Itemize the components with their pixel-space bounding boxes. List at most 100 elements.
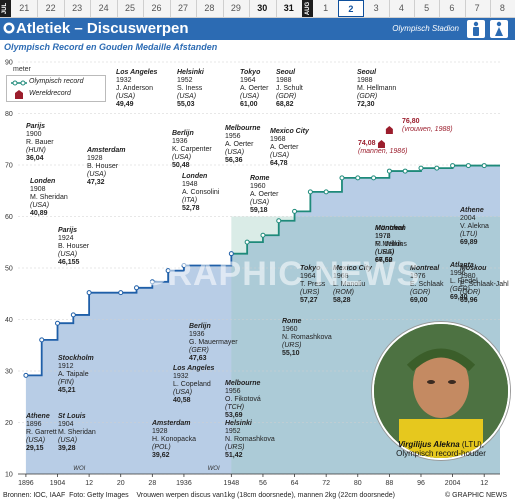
record-point bbox=[23, 372, 29, 378]
women-distance: 69,96 bbox=[460, 297, 478, 304]
day-25[interactable]: 25 bbox=[117, 0, 145, 17]
men-distance: 69,89 bbox=[460, 239, 478, 246]
world-record-marker bbox=[377, 139, 385, 148]
x-tick-label: 1904 bbox=[50, 480, 66, 487]
women-annotation: München 1972 F. Melnik (URS) 66,62 bbox=[375, 225, 406, 265]
y-tick-label: 90 bbox=[5, 60, 13, 67]
x-tick-label: 80 bbox=[354, 480, 362, 487]
record-point bbox=[292, 208, 298, 214]
men-annotation: Berlijn 1936 K. Carpenter (USA) 50,48 bbox=[172, 130, 212, 170]
women-city: Los Angeles bbox=[173, 365, 215, 372]
women-distance: 72,30 bbox=[357, 101, 375, 108]
y-tick-label: 10 bbox=[5, 472, 13, 479]
women-country: (GDR) bbox=[410, 289, 431, 296]
men-city: Helsinki bbox=[177, 69, 204, 76]
day-5[interactable]: 5 bbox=[414, 0, 441, 17]
men-country: (USA) bbox=[225, 149, 245, 156]
men-annotation: Athene 2004 V. Alekna (LTU) 69,89 bbox=[460, 207, 489, 247]
day-4[interactable]: 4 bbox=[389, 0, 415, 17]
day-3[interactable]: 3 bbox=[364, 0, 390, 17]
month-label-jul: JUL bbox=[0, 0, 11, 17]
women-athlete: N. Romashkova bbox=[282, 334, 332, 341]
date-strip: JUL 21 22 23 24 25 26 27 28 29 30 31 1 2 3 4 5 6 7 8 AUG bbox=[0, 0, 515, 18]
world-record-value: 74,08 bbox=[358, 140, 376, 147]
day-27[interactable]: 27 bbox=[170, 0, 198, 17]
world-record-note: (vrouwen, 1988) bbox=[402, 126, 453, 133]
women-country: (GDR) bbox=[460, 289, 481, 296]
day-30[interactable]: 30 bbox=[249, 0, 277, 17]
athlete-name: Virgilijus Alekna bbox=[398, 440, 460, 449]
x-tick-label: 1948 bbox=[224, 480, 240, 487]
men-country: (GDR) bbox=[276, 93, 297, 100]
men-country: (USA) bbox=[240, 93, 260, 100]
men-annotation: Los Angeles 1932 J. Anderson (USA) 49,49 bbox=[116, 69, 157, 109]
men-city: Montreal bbox=[375, 225, 405, 232]
men-country: (USA) bbox=[250, 199, 270, 206]
x-tick-label: 64 bbox=[291, 480, 299, 487]
men-distance: 45,21 bbox=[58, 387, 76, 394]
men-annotation: Londen 1948 A. Consolini (ITA) 52,78 bbox=[182, 173, 219, 213]
women-city: Seoul bbox=[357, 69, 377, 76]
x-tick-label: 12 bbox=[480, 480, 488, 487]
men-country: (USA) bbox=[375, 249, 395, 256]
venue-label: Olympisch Stadion bbox=[392, 24, 459, 33]
record-point bbox=[244, 239, 250, 245]
record-point bbox=[418, 165, 424, 171]
women-year: 1960 bbox=[282, 326, 298, 333]
men-distance: 64,78 bbox=[270, 160, 288, 167]
men-athlete: L. Riedel bbox=[450, 278, 478, 285]
day-23[interactable]: 23 bbox=[64, 0, 92, 17]
men-city: Rome bbox=[250, 175, 270, 182]
day-2[interactable]: 2 bbox=[338, 0, 364, 17]
x-tick-label: 12 bbox=[85, 480, 93, 487]
men-athlete: B. Houser bbox=[58, 243, 90, 250]
day-7[interactable]: 7 bbox=[465, 0, 491, 17]
x-tick-label: 56 bbox=[259, 480, 267, 487]
x-tick-label: 88 bbox=[385, 480, 393, 487]
women-athlete: H. Konopacka bbox=[152, 436, 196, 443]
women-annotation: Melbourne 1956 O. Fikotová (TCH) 53,69 bbox=[225, 380, 261, 420]
x-tick-label: 1936 bbox=[176, 480, 192, 487]
day-21[interactable]: 21 bbox=[11, 0, 39, 17]
woi-label: WOI bbox=[208, 466, 220, 472]
men-country: (HUN) bbox=[26, 147, 46, 154]
men-distance: 68,82 bbox=[276, 101, 294, 108]
day-6[interactable]: 6 bbox=[439, 0, 466, 17]
women-city: Amsterdam bbox=[152, 420, 191, 427]
day-22[interactable]: 22 bbox=[37, 0, 65, 17]
men-athlete: A. Oerter bbox=[240, 85, 269, 92]
men-year: 2004 bbox=[460, 215, 476, 222]
men-year: 1996 bbox=[450, 270, 466, 277]
women-country: (GER) bbox=[189, 347, 209, 354]
men-distance: 47,32 bbox=[87, 179, 105, 186]
x-tick-label: 72 bbox=[322, 480, 330, 487]
women-athlete: L. Copeland bbox=[173, 381, 211, 388]
men-distance: 52,78 bbox=[182, 205, 200, 212]
day-28[interactable]: 28 bbox=[196, 0, 224, 17]
women-year: 1976 bbox=[410, 273, 426, 280]
olympic-record-legend-icon bbox=[11, 80, 27, 86]
men-year: 1964 bbox=[240, 77, 256, 84]
men-annotation: Melbourne 1956 A. Oerter (USA) 56,36 bbox=[225, 125, 260, 165]
women-athlete: F. Melnik bbox=[375, 241, 403, 248]
chart-subtitle: Olympisch Record en Gouden Medaille Afst… bbox=[4, 42, 218, 52]
men-country: (USA) bbox=[87, 171, 107, 178]
day-24[interactable]: 24 bbox=[90, 0, 118, 17]
women-distance: 55,10 bbox=[282, 350, 300, 357]
day-26[interactable]: 26 bbox=[143, 0, 171, 17]
men-city: Parijs bbox=[26, 123, 46, 130]
record-point bbox=[181, 263, 187, 269]
men-year: 1900 bbox=[26, 131, 42, 138]
men-distance: 55,03 bbox=[177, 101, 195, 108]
men-year: 1976 bbox=[375, 233, 391, 240]
men-year: 1924 bbox=[58, 235, 74, 242]
day-29[interactable]: 29 bbox=[223, 0, 251, 17]
men-athlete: J. Anderson bbox=[116, 85, 153, 92]
men-year: 1936 bbox=[172, 138, 188, 145]
women-year: 1988 bbox=[357, 77, 373, 84]
men-distance: 69,40 bbox=[450, 294, 468, 301]
x-tick-label: 2004 bbox=[445, 480, 461, 487]
women-distance: 40,58 bbox=[173, 397, 191, 404]
record-point bbox=[70, 312, 76, 318]
world-record-legend-icon bbox=[15, 90, 23, 99]
